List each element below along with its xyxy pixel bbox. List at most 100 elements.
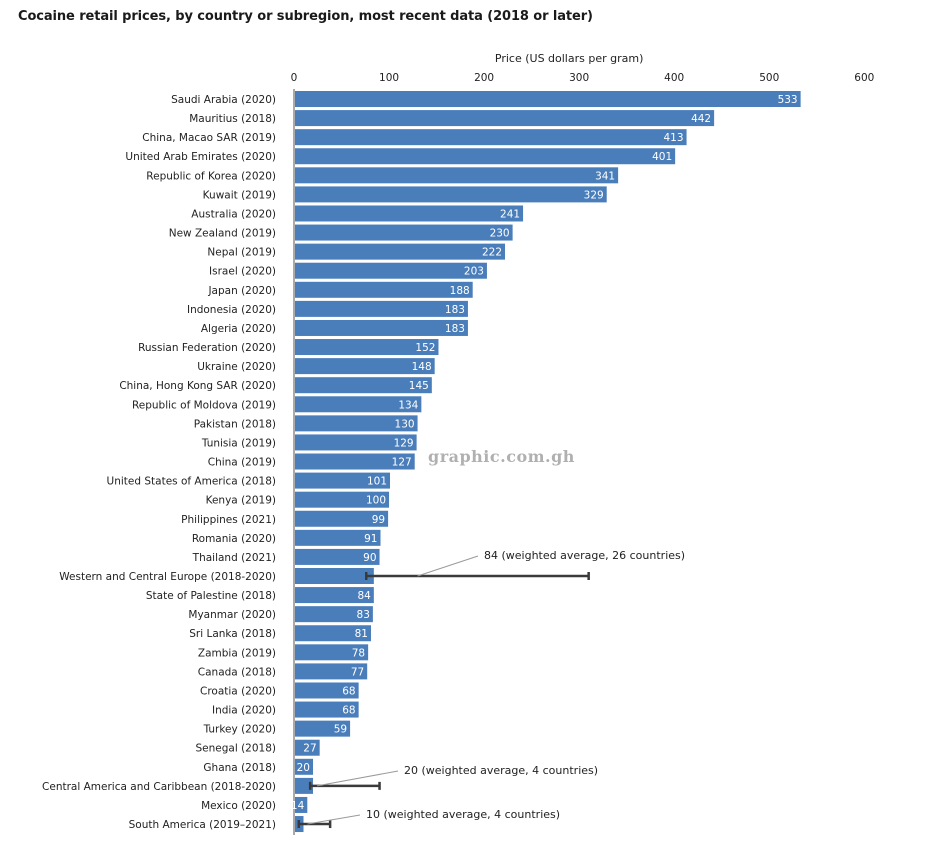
data-label: 203 [464,266,484,278]
data-label: 99 [372,514,385,526]
data-label: 127 [392,457,412,469]
data-label: 413 [664,132,684,144]
bar [295,796,308,813]
bar [295,606,373,623]
annotations: 84 (weighted average, 26 countries) 20 (w… [297,549,685,829]
category-label: Japan (2020) [207,285,276,297]
bar [295,339,439,356]
bar [295,510,389,527]
category-label: China, Hong Kong SAR (2020) [119,380,276,392]
watermark: graphic.com.gh [428,447,575,466]
bar [295,453,415,470]
category-label: Mauritius (2018) [189,113,276,125]
bar [295,148,676,165]
data-label: 78 [352,647,365,659]
category-label: Sri Lanka (2018) [189,628,276,640]
x-tick-label: 0 [291,72,298,84]
bar [295,758,314,775]
category-label: India (2020) [212,705,276,717]
bar [295,205,524,222]
annotation-text: 10 (weighted average, 4 countries) [366,808,560,821]
data-label: 27 [303,743,316,755]
data-label: 81 [355,628,368,640]
bar [295,682,359,699]
category-label: United States of America (2018) [107,476,276,488]
category-label: Kuwait (2019) [203,189,276,201]
data-label: 230 [490,228,510,240]
bar [295,720,351,737]
category-label: Thailand (2021) [192,552,276,564]
category-label: Western and Central Europe (2018-2020) [59,571,276,583]
bar [295,625,371,642]
annotation-leader [417,555,479,577]
x-tick-label: 500 [759,72,779,84]
bars: 533 442 413 401 341 329 241 230 222 203 188 183 183 1… [291,91,801,833]
category-label: Mexico (2020) [201,800,276,812]
bar [295,262,487,279]
data-label: 533 [778,94,798,106]
data-label: 20 [297,762,310,774]
category-label: Ukraine (2020) [197,361,276,373]
bar [295,777,314,794]
category-label: New Zealand (2019) [169,228,276,240]
bar [295,491,390,508]
annotation-text: 84 (weighted average, 26 countries) [484,549,685,562]
bar [295,358,435,375]
bar [295,587,374,604]
data-label: 134 [398,399,418,411]
category-label: Central America and Caribbean (2018-2020… [42,781,276,793]
chart-title: Cocaine retail prices, by country or sub… [18,9,593,24]
data-label: 83 [357,609,370,621]
bar [295,167,619,184]
bar [295,319,468,336]
x-tick-label: 400 [664,72,684,84]
bar [295,739,320,756]
bar [295,663,368,680]
data-label: 100 [366,495,386,507]
category-label: Republic of Moldova (2019) [132,399,276,411]
bar [295,91,801,107]
category-label: Myanmar (2020) [188,609,276,621]
data-label: 68 [342,685,355,697]
data-label: 90 [363,552,376,564]
data-label: 329 [584,189,604,201]
data-label: 341 [595,170,615,182]
bar [295,644,369,661]
category-label: Algeria (2020) [201,323,276,335]
annotation-leader [316,770,399,787]
bar [295,300,468,317]
x-tick-label: 300 [569,72,589,84]
data-label: 183 [445,304,465,316]
annotation-leader [307,814,361,825]
data-label: 59 [334,724,347,736]
data-label: 152 [415,342,435,354]
category-label: Ghana (2018) [203,762,276,774]
bar [295,434,417,451]
bar [295,548,380,565]
data-label: 68 [342,705,355,717]
category-label: Nepal (2019) [207,247,276,259]
bar [295,129,687,146]
data-label: 145 [409,380,429,392]
bar [295,529,381,546]
bar [295,224,513,241]
bar [295,243,506,260]
category-label: China, Macao SAR (2019) [142,132,276,144]
data-label: 241 [500,208,520,220]
data-label: 84 [357,590,371,602]
x-tick-label: 600 [854,72,874,84]
category-label: Pakistan (2018) [194,418,276,430]
category-label: China (2019) [208,457,276,469]
category-label: South America (2019–2021) [129,819,276,831]
bar [295,110,715,127]
data-label: 129 [394,437,414,449]
bar [295,377,432,394]
data-label: 222 [482,247,502,259]
annotation-text: 20 (weighted average, 4 countries) [404,764,598,777]
category-label: Croatia (2020) [200,685,276,697]
x-tick-label: 100 [379,72,399,84]
category-label: Romania (2020) [192,533,276,545]
bar [295,568,374,584]
category-label: Indonesia (2020) [187,304,276,316]
